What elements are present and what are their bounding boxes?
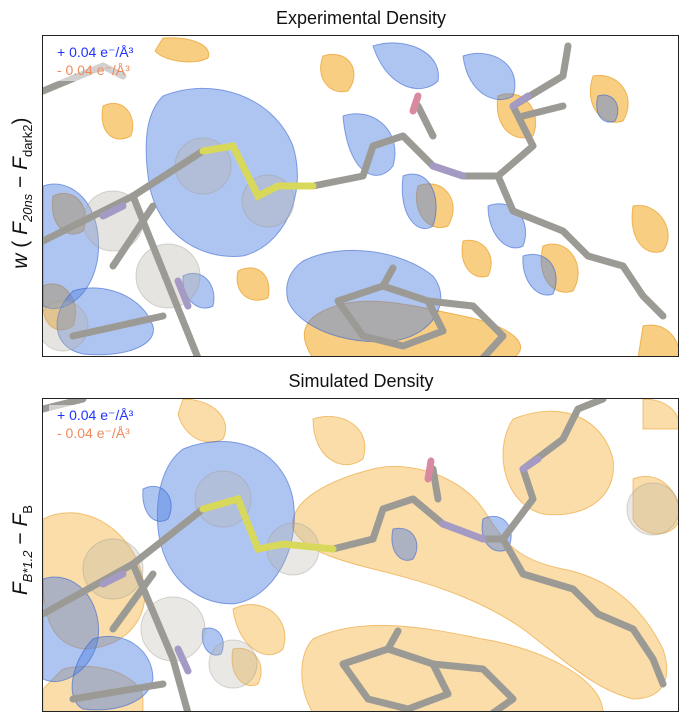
experimental-density-render — [43, 37, 678, 356]
panel-title-simulated: Simulated Density — [288, 371, 434, 391]
legend-negative: - 0.04 e⁻/Å³ — [57, 62, 130, 78]
panel-title-experimental: Experimental Density — [275, 8, 447, 28]
experimental-density-panel: + 0.04 e⁻/Å³ - 0.04 e⁻/Å³ — [42, 35, 679, 357]
legend: + 0.04 e⁻/Å³ - 0.04 e⁻/Å³ — [49, 405, 138, 444]
legend-negative: - 0.04 e⁻/Å³ — [57, 425, 130, 441]
y-axis-label-experimental: w ( F20ns − Fdark2) — [8, 117, 36, 269]
legend: + 0.04 e⁻/Å³ - 0.04 e⁻/Å³ — [49, 42, 138, 81]
simulated-density-panel: + 0.04 e⁻/Å³ - 0.04 e⁻/Å³ — [42, 398, 679, 712]
legend-positive: + 0.04 e⁻/Å³ — [57, 44, 134, 60]
simulated-density-render — [43, 399, 678, 711]
y-axis-label-simulated: FB*1.2 − FB — [8, 505, 36, 596]
legend-positive: + 0.04 e⁻/Å³ — [57, 407, 134, 423]
